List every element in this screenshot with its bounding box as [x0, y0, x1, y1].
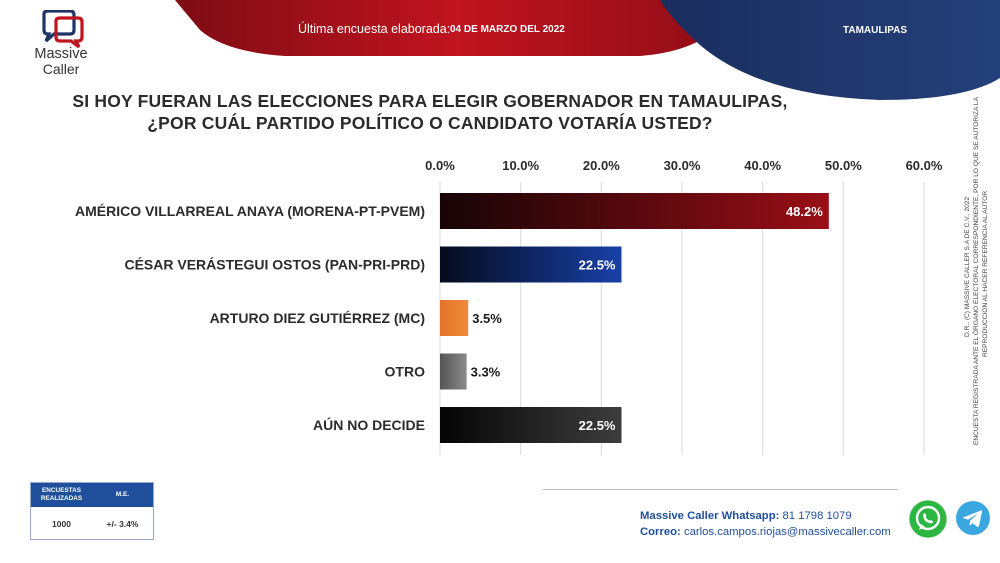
massive-caller-logo: Massive Caller	[28, 10, 100, 77]
footer-divider	[543, 489, 898, 490]
x-tick-label: 20.0%	[583, 158, 620, 173]
x-tick-label: 60.0%	[906, 158, 943, 173]
bar	[440, 193, 829, 229]
bar	[440, 246, 622, 283]
logo-text-massive: Massive	[34, 46, 88, 62]
copyright-text: D.R., (C) MASSIVE CALLER S.A DE C.V., 20…	[964, 196, 971, 337]
email-address[interactable]: carlos.campos.riojas@massivecaller.com	[683, 526, 891, 538]
whatsapp-number[interactable]: 81 1798 1079	[782, 510, 852, 522]
telegram-icon[interactable]	[955, 500, 991, 536]
navy-banner	[660, 0, 1000, 100]
value-label: 22.5%	[579, 258, 616, 273]
whatsapp-label: Massive Caller Whatsapp:	[640, 510, 780, 522]
header-banner	[175, 0, 1000, 100]
survey-stats-table: ENCUESTAS REALIZADAS M.E. 1000 +/- 3.4%	[30, 482, 154, 540]
logo-text-caller: Caller	[42, 61, 80, 77]
x-tick-label: 50.0%	[825, 158, 862, 173]
value-label: 3.5%	[472, 311, 502, 326]
x-tick-label: 30.0%	[664, 158, 701, 173]
value-label: 48.2%	[786, 204, 823, 219]
category-label: CÉSAR VERÁSTEGUI OSTOS (PAN-PRI-PRD)	[124, 257, 425, 273]
surveys-header: ENCUESTAS REALIZADAS	[40, 487, 83, 502]
contact-info: Massive Caller Whatsapp: 81 1798 1079 Co…	[640, 508, 891, 540]
category-label: OTRO	[385, 364, 426, 380]
bar	[440, 300, 469, 336]
email-label: Correo:	[640, 526, 681, 538]
x-tick-label: 0.0%	[425, 158, 455, 173]
bar	[440, 353, 467, 390]
value-label: 3.3%	[471, 365, 501, 380]
survey-date-label: Última encuesta elaborada:	[298, 22, 451, 36]
bar-chart: 0.0% 10.0% 20.0% 30.0% 40.0% 50.0% 60.0% AMÉRI…	[75, 158, 943, 455]
category-label: ARTURO DIEZ GUTIÉRREZ (MC)	[210, 310, 425, 326]
x-tick-label: 40.0%	[744, 158, 781, 173]
whatsapp-icon[interactable]	[908, 499, 948, 539]
category-label: AMÉRICO VILLARREAL ANAYA (MORENA-PT-PVEM…	[75, 203, 425, 219]
question-line-1: SI HOY FUERAN LAS ELECCIONES PARA ELEGIR…	[72, 91, 788, 111]
registration-text: ENCUESTA REGISTRADA ANTE EL ÓRGANO ELECT…	[973, 97, 980, 445]
survey-date: 04 DE MARZO DEL 2022	[450, 24, 565, 35]
red-banner	[175, 0, 740, 56]
bar	[440, 407, 622, 443]
chat-bubbles-icon	[42, 10, 84, 48]
x-axis-ticks: 0.0% 10.0% 20.0% 30.0% 40.0% 50.0% 60.0%	[425, 158, 943, 173]
x-tick-label: 10.0%	[502, 158, 539, 173]
bars: AMÉRICO VILLARREAL ANAYA (MORENA-PT-PVEM…	[75, 193, 829, 443]
question-line-2: ¿POR CUÁL PARTIDO POLÍTICO O CANDIDATO V…	[147, 113, 713, 133]
surveys-value: 1000	[52, 518, 71, 529]
value-label: 22.5%	[579, 418, 616, 433]
region-label: TAMAULIPAS	[843, 25, 908, 36]
reproduction-text: REPRODUCCIÓN AL HACER REFERENCIA AL AUTO…	[982, 190, 989, 357]
margin-header: M.E.	[115, 491, 130, 498]
category-label: AÚN NO DECIDE	[313, 416, 425, 433]
margin-value: +/- 3.4%	[106, 518, 139, 529]
